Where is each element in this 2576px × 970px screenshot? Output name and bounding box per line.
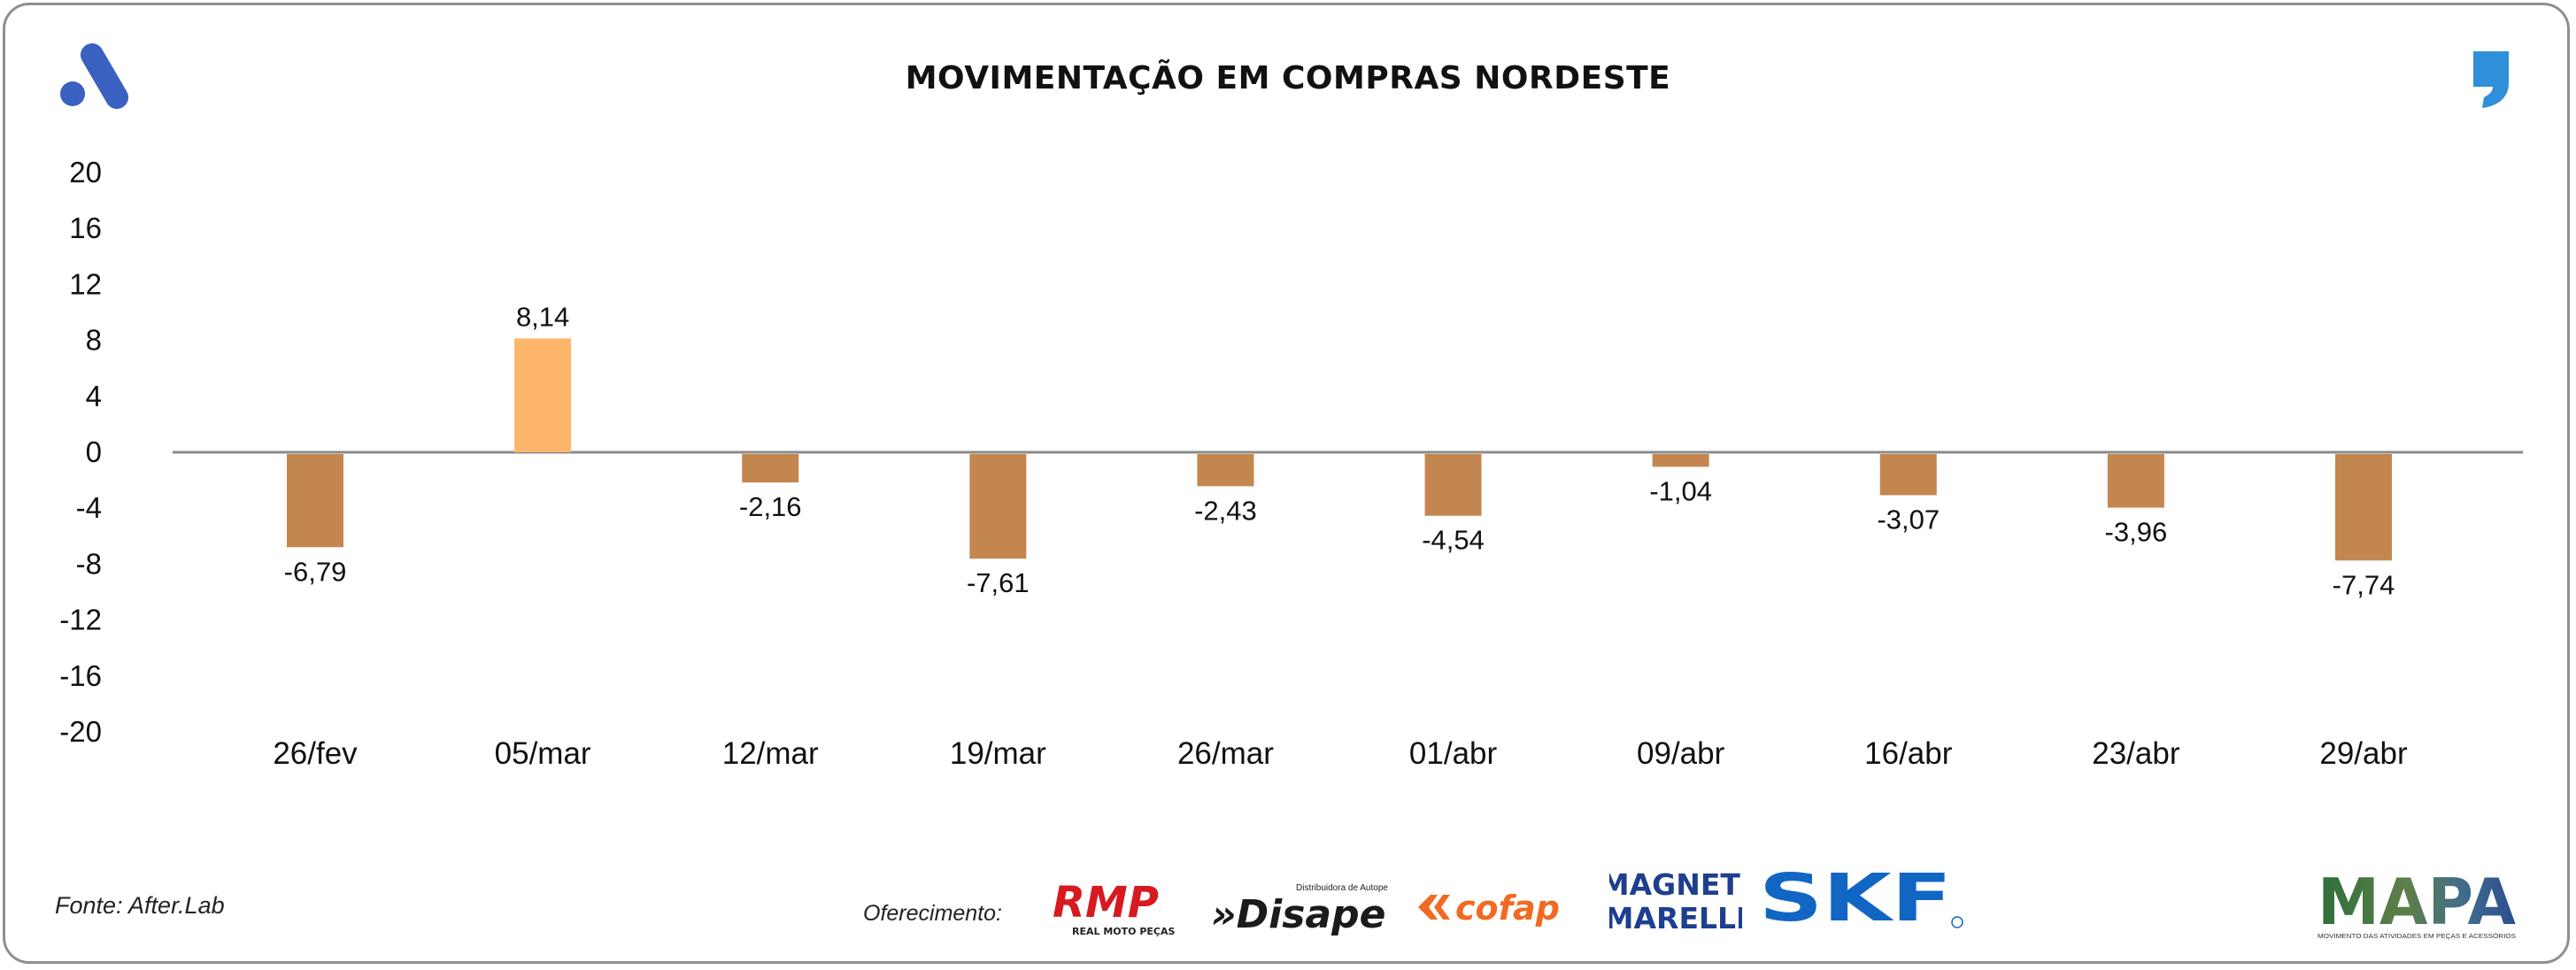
magneti-logo-line1: MAGNETI: [1609, 867, 1742, 902]
y-tick-label: 16: [69, 212, 102, 244]
y-axis: 20 16 12 8 4 0 -4 -8 -12 -16 -20: [59, 156, 2523, 748]
data-label: -7,61: [967, 567, 1030, 598]
bar-26-mar: [1197, 454, 1254, 487]
bar-05-mar: [514, 338, 572, 452]
skf-logo: SKF: [1759, 867, 1963, 929]
rmp-logo-tagline: REAL MOTO PEÇAS: [1072, 926, 1175, 937]
y-tick-label: 0: [86, 435, 102, 468]
bar-19-mar: [969, 454, 1027, 559]
comma-logo-icon: [2473, 51, 2509, 108]
data-labels: -6,79 8,14 -2,16 -7,61 -2,43 -4,54 -1,04 -3,07 -…: [284, 301, 2395, 600]
disape-logo-text: »Disape: [1211, 892, 1385, 937]
data-label: -3,96: [2105, 517, 2168, 548]
sponsor-label: Oferecimento:: [863, 901, 1003, 926]
x-tick-label: 26/fev: [273, 736, 358, 771]
rmp-logo-text: RMP: [1053, 878, 1159, 928]
data-label: -2,16: [739, 491, 802, 522]
y-tick-label: 12: [69, 267, 102, 300]
magneti-marelli-logo: MAGNETI MARELLI: [1609, 867, 1742, 934]
bar-29-abr: [2335, 454, 2392, 561]
disape-logo: Distribuidora de Autopeças »Disape: [1211, 883, 1388, 937]
data-label: -7,74: [2333, 569, 2395, 600]
bar-23-abr: [2107, 454, 2164, 508]
x-tick-label: 23/abr: [2092, 736, 2180, 771]
data-label: -3,07: [1877, 504, 1940, 535]
x-tick-label: 16/abr: [1864, 736, 1953, 771]
brand-a-logo-icon: [60, 43, 128, 109]
bar-16-abr: [1879, 454, 1937, 496]
y-tick-label: 20: [69, 156, 102, 189]
mapa-logo: MAPA MOVIMENTO DAS ATIVIDADES EM PEÇAS E…: [2318, 869, 2516, 940]
data-label: -4,54: [1422, 525, 1485, 556]
x-axis: 26/fev 05/mar 12/mar 19/mar 26/mar 01/abr 09/a…: [273, 736, 2408, 771]
y-tick-label: -12: [59, 604, 102, 636]
bar-09-abr: [1652, 454, 1709, 467]
x-tick-label: 09/abr: [1637, 736, 1725, 771]
data-label: -2,43: [1194, 495, 1257, 526]
rmp-logo: RMP REAL MOTO PEÇAS: [1053, 878, 1175, 937]
bars: [287, 338, 2392, 561]
y-tick-label: -16: [59, 659, 102, 692]
source-note: Fonte: After.Lab: [55, 892, 225, 919]
skf-logo-text: SKF: [1759, 867, 1952, 929]
y-tick-label: 8: [86, 324, 102, 357]
y-tick-label: 4: [86, 380, 102, 412]
mapa-logo-text: MAPA: [2318, 869, 2516, 939]
data-label: 8,14: [516, 301, 569, 332]
x-tick-label: 12/mar: [722, 736, 819, 771]
cofap-logo: cofap: [1418, 889, 1560, 928]
y-tick-label: -8: [76, 547, 102, 580]
y-tick-label: -4: [76, 491, 102, 524]
mapa-logo-tagline: MOVIMENTO DAS ATIVIDADES EM PEÇAS E ACES…: [2318, 932, 2516, 940]
x-tick-label: 19/mar: [950, 736, 1046, 771]
disape-logo-tagline: Distribuidora de Autopeças: [1296, 883, 1388, 893]
x-tick-label: 05/mar: [495, 736, 591, 771]
x-tick-label: 29/abr: [2319, 736, 2408, 771]
x-tick-label: 26/mar: [1177, 736, 1274, 771]
bar-26-fev: [287, 454, 343, 548]
data-label: -6,79: [284, 556, 347, 587]
cofap-logo-text: cofap: [1455, 889, 1560, 928]
bar-12-mar: [742, 454, 799, 483]
x-tick-label: 01/abr: [1409, 736, 1498, 771]
data-label: -1,04: [1649, 475, 1712, 506]
y-tick-label: -20: [59, 715, 102, 748]
bar-01-abr: [1424, 454, 1482, 516]
magneti-logo-line2: MARELLI: [1609, 901, 1742, 934]
chart-title: MOVIMENTAÇÃO EM COMPRAS NORDESTE: [905, 60, 1671, 96]
